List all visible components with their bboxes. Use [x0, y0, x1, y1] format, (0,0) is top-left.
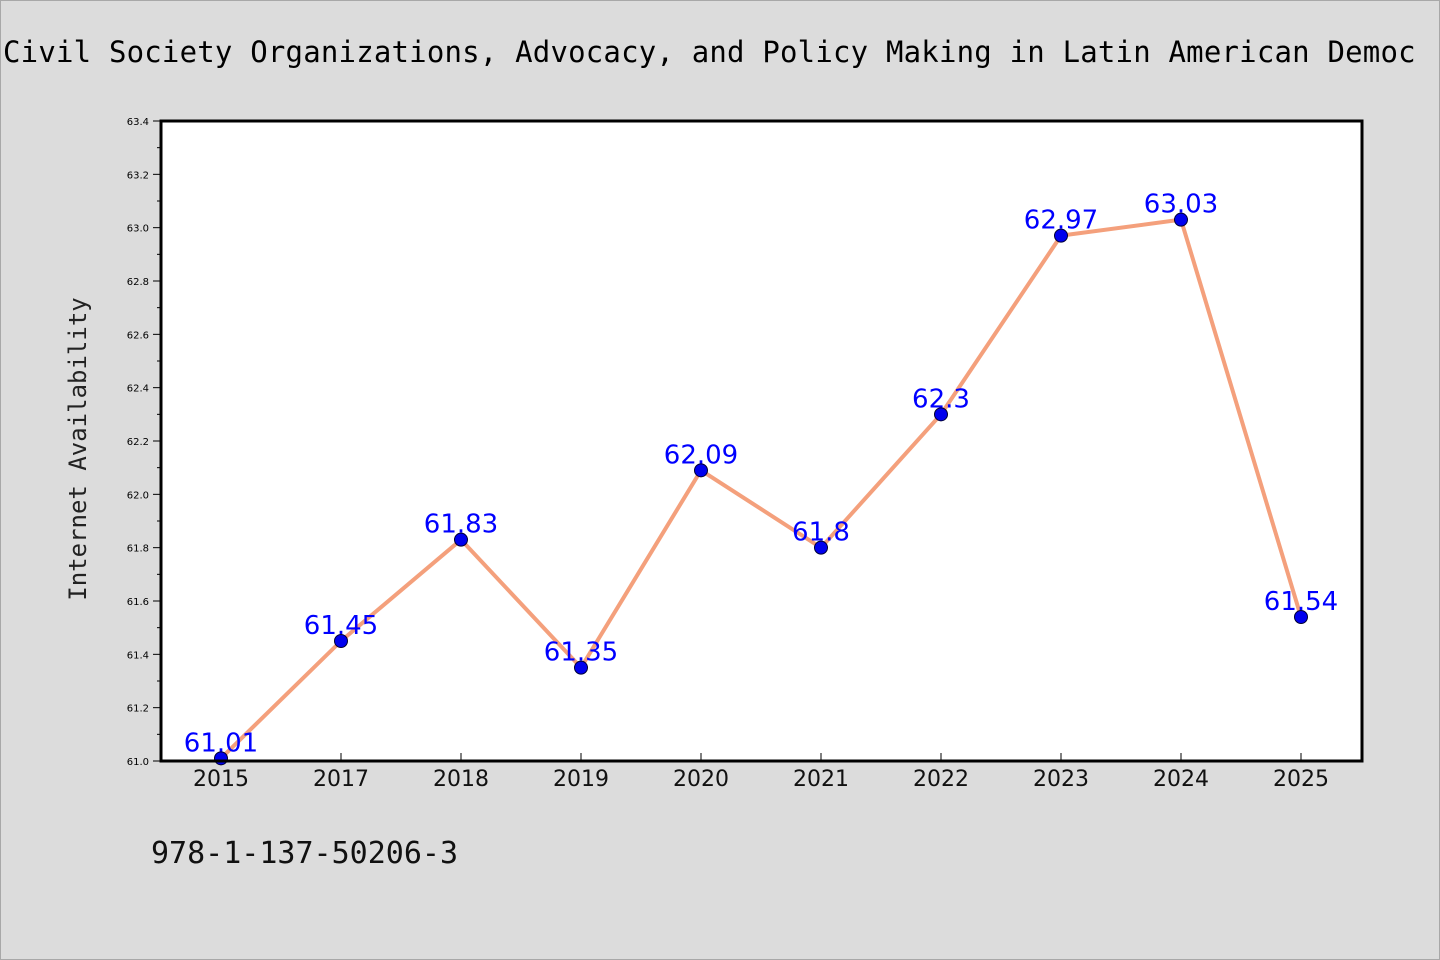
data-label: 61.35	[544, 638, 618, 668]
chart-title: Civil Society Organizations, Advocacy, a…	[3, 35, 1416, 69]
x-tick-label: 2020	[673, 767, 729, 792]
data-label: 62.3	[912, 384, 970, 414]
x-tick-label: 2019	[553, 767, 609, 792]
y-tick-label: 62.6	[127, 330, 149, 341]
series-line	[219, 217, 1303, 761]
data-label: 61.54	[1264, 587, 1338, 617]
data-point	[1174, 212, 1188, 227]
y-tick-label: 61.2	[127, 704, 149, 715]
y-tick-label: 61.0	[127, 757, 149, 768]
data-label: 61.8	[792, 518, 850, 548]
y-tick-label: 63.4	[127, 117, 149, 128]
y-axis-ticks: 61.0 61.2 61.4 61.6 61.8 62.0 62.2 62.4 62.6 62.8…	[127, 117, 161, 768]
data-point	[814, 540, 828, 555]
data-label: 61.45	[304, 611, 378, 641]
x-tick-label: 2025	[1273, 767, 1329, 792]
y-tick-label: 62.8	[127, 277, 149, 288]
data-label: 63.03	[1144, 190, 1218, 220]
data-label: 62.97	[1024, 206, 1098, 236]
data-label: 61.83	[424, 510, 498, 540]
data-point	[574, 660, 588, 675]
x-axis-ticks: 2015 2017 2018 2019 2020 2021 2022 2023 2024 2025	[193, 753, 1329, 792]
series-group: 61.01 61.45 61.83 61.35 62.09 61.8 62.3 62.97 63…	[184, 190, 1338, 766]
y-tick-label: 63.2	[127, 170, 149, 181]
x-tick-label: 2018	[433, 767, 489, 792]
y-tick-label: 61.4	[127, 650, 149, 661]
y-tick-label: 62.0	[127, 490, 149, 501]
data-point	[934, 407, 948, 422]
x-tick-label: 2022	[913, 767, 969, 792]
data-point	[1294, 610, 1308, 624]
x-tick-label: 2021	[793, 767, 849, 792]
y-tick-label: 61.8	[127, 544, 149, 555]
x-tick-label: 2015	[193, 767, 249, 792]
plot-area	[161, 121, 1362, 761]
data-point	[454, 532, 468, 547]
data-point	[1054, 228, 1068, 243]
isbn-text: 978-1-137-50206-3	[151, 836, 459, 871]
y-tick-label: 62.4	[127, 384, 149, 395]
plot-border	[159, 119, 1364, 763]
y-tick-label: 63.0	[127, 224, 149, 235]
data-label: 61.01	[184, 728, 258, 758]
x-tick-label: 2017	[313, 767, 369, 792]
data-point	[694, 463, 708, 478]
y-tick-label: 62.2	[127, 437, 149, 448]
data-point	[334, 634, 348, 648]
data-label: 62.09	[664, 440, 738, 470]
x-tick-label: 2023	[1033, 767, 1089, 792]
y-tick-label: 61.6	[127, 597, 149, 608]
x-tick-label: 2024	[1153, 767, 1209, 792]
